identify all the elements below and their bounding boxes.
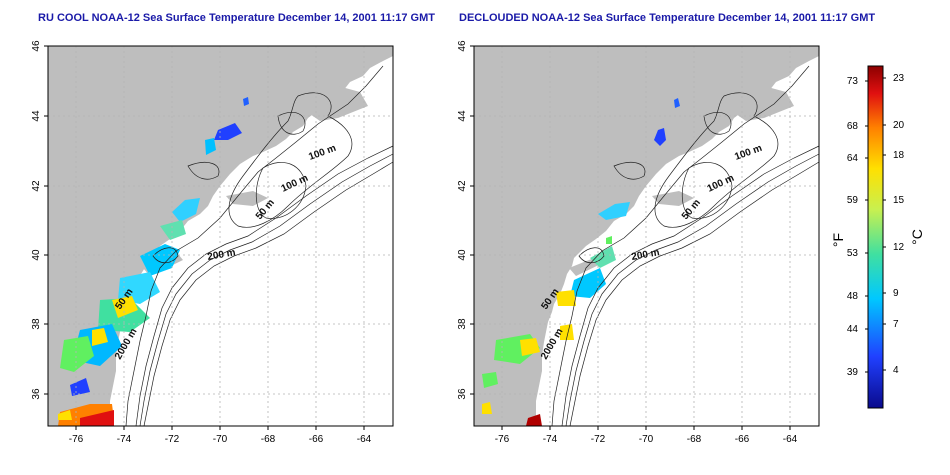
- left-panel-title: RU COOL NOAA-12 Sea Surface Temperature …: [38, 12, 435, 24]
- celsius-unit-label: °C: [909, 229, 925, 245]
- fahrenheit-tick: 68: [847, 121, 859, 132]
- celsius-tick: 4: [893, 365, 899, 376]
- y-tick-label: 44: [457, 110, 468, 122]
- left-sst-patches: [58, 97, 249, 426]
- left-gridlines: [48, 46, 393, 426]
- x-tick-label: -74: [117, 434, 132, 445]
- celsius-tick: 15: [893, 195, 905, 206]
- fahrenheit-tick: 73: [847, 76, 859, 87]
- y-tick-label: 38: [31, 318, 42, 330]
- fahrenheit-tick: 48: [847, 291, 859, 302]
- contour-label: 200 m: [207, 247, 237, 263]
- x-tick-label: -68: [687, 434, 702, 445]
- celsius-tick: 23: [893, 73, 905, 84]
- fahrenheit-tick: 53: [847, 248, 859, 259]
- fahrenheit-tick: 64: [847, 153, 859, 164]
- y-tick-label: 46: [457, 40, 468, 52]
- y-tick-label: 42: [31, 180, 42, 192]
- x-tick-label: -70: [213, 434, 228, 445]
- y-tick-label: 36: [457, 388, 468, 400]
- y-tick-label: 38: [457, 318, 468, 330]
- contour-label: 200 m: [631, 247, 661, 263]
- right-sst-patches: [482, 98, 680, 426]
- right-gridlines: [474, 46, 819, 426]
- x-tick-label: -72: [165, 434, 180, 445]
- celsius-tick: 20: [893, 120, 905, 131]
- fahrenheit-unit-label: °F: [830, 233, 846, 247]
- fahrenheit-tick: 59: [847, 195, 859, 206]
- x-tick-label: -74: [543, 434, 558, 445]
- y-tick-label: 42: [457, 180, 468, 192]
- left-axis-ticks: [44, 45, 365, 430]
- celsius-tick: 18: [893, 150, 905, 161]
- x-tick-label: -64: [357, 434, 372, 445]
- left-map-panel: 100 m 100 m 50 m 200 m 50 m 2000 m -76 -…: [31, 40, 394, 445]
- y-tick-label: 40: [457, 249, 468, 261]
- celsius-tick: 7: [893, 319, 899, 330]
- right-panel-title: DECLOUDED NOAA-12 Sea Surface Temperatur…: [459, 12, 876, 24]
- x-tick-label: -64: [783, 434, 798, 445]
- x-tick-label: -76: [69, 434, 84, 445]
- celsius-tick: 9: [893, 288, 899, 299]
- x-tick-label: -66: [735, 434, 750, 445]
- colorbar-gradient: [867, 65, 884, 409]
- y-tick-label: 36: [31, 388, 42, 400]
- fahrenheit-tick: 44: [847, 324, 859, 335]
- x-tick-label: -72: [591, 434, 606, 445]
- celsius-tick: 12: [893, 242, 905, 253]
- x-tick-label: -68: [261, 434, 276, 445]
- colorbar: 73 68 64 59 53 48 44 39 23 20 18 15 12 9…: [830, 65, 925, 409]
- y-tick-label: 40: [31, 249, 42, 261]
- x-tick-label: -66: [309, 434, 324, 445]
- x-tick-label: -76: [495, 434, 510, 445]
- right-map-panel: 100 m 100 m 50 m 200 m 50 m 2000 m -76 -…: [457, 40, 820, 445]
- right-axis-ticks: [470, 45, 791, 430]
- x-tick-label: -70: [639, 434, 654, 445]
- y-tick-label: 46: [31, 40, 42, 52]
- fahrenheit-tick: 39: [847, 367, 859, 378]
- y-tick-label: 44: [31, 110, 42, 122]
